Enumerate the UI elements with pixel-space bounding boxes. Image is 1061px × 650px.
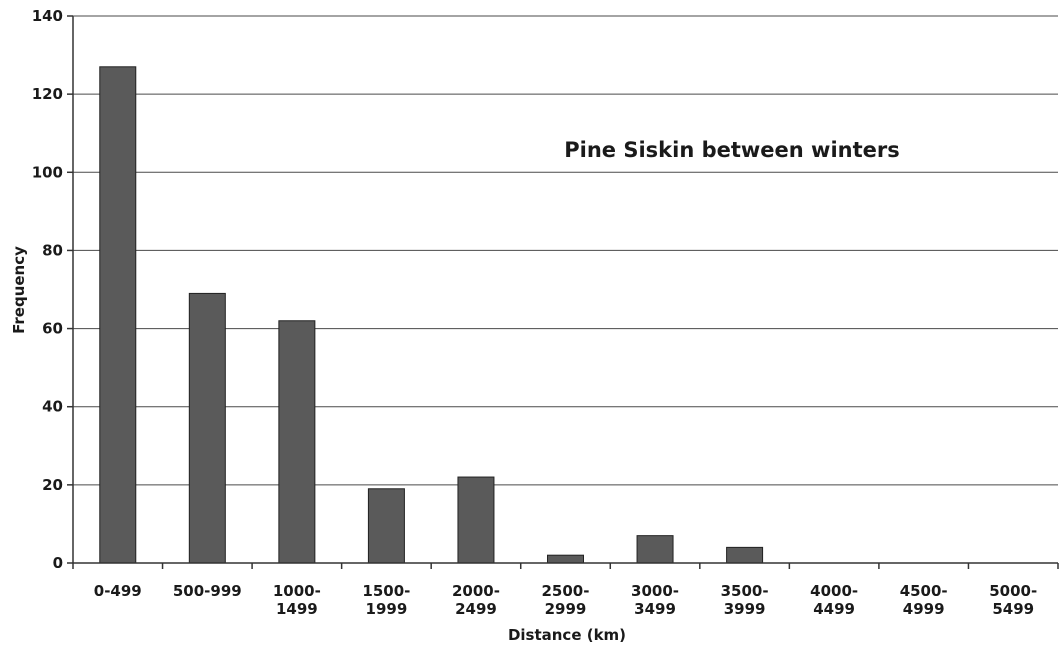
x-category-label: 0-499 [94,582,142,600]
bar [457,476,495,564]
bar [636,535,674,564]
y-tick-label: 120 [32,85,63,103]
x-category-label: 2500-2999 [542,582,590,618]
x-category-label: 4500-4999 [900,582,948,618]
bar [278,320,316,564]
y-tick-labels: 0 20 40 60 80 100 120 140 [32,7,63,572]
y-tick-label: 100 [32,163,63,181]
bar [547,554,584,564]
x-category-label: 1500-1999 [362,582,410,618]
x-axis-title: Distance (km) [508,626,626,644]
bar [367,488,405,564]
y-tick-label: 0 [53,554,63,572]
x-category-label: 3000-3499 [631,582,679,618]
y-tick-label: 140 [32,7,63,25]
x-category-labels: 0-499 500-999 1000-1499 1500-1999 2000-2499 2… [94,582,1037,618]
bar [726,546,764,564]
y-tick-label: 80 [42,241,63,259]
x-category-label: 1000-1499 [273,582,321,618]
x-category-label: 3500-3999 [721,582,769,618]
chart-title: Pine Siskin between winters [564,138,900,162]
bar [99,66,137,564]
bar [188,292,226,564]
y-tick-label: 20 [42,476,63,494]
x-category-label: 500-999 [173,582,242,600]
y-tick-label: 40 [42,398,63,416]
y-axis-title: Frequency [10,246,28,334]
y-tick-label: 60 [42,320,63,338]
x-category-label: 2000-2499 [452,582,500,618]
axes [67,15,1059,569]
x-category-label: 4000-4499 [810,582,858,618]
x-category-label: 5000-5499 [989,582,1037,618]
